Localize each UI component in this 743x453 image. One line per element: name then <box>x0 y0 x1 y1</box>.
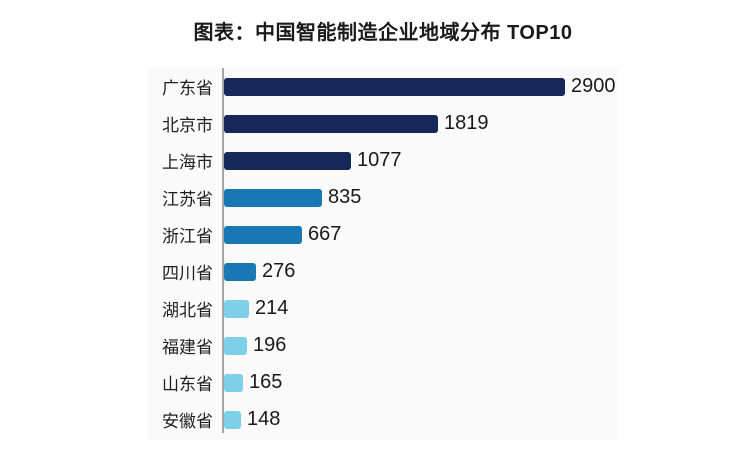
bar-track: 214 <box>224 297 618 320</box>
bar <box>224 336 247 355</box>
bar-track: 1077 <box>224 149 618 172</box>
bar-rows-container: 广东省 2900 北京市 1819 上海市 1077 江苏省 835 浙江省 667 四川省 276 湖… <box>148 68 618 438</box>
bar-row: 湖北省 214 <box>148 290 618 327</box>
bar-row: 福建省 196 <box>148 327 618 364</box>
bar-track: 196 <box>224 334 618 357</box>
bar-row: 北京市 1819 <box>148 105 618 142</box>
category-label: 广东省 <box>162 79 213 98</box>
bar-row: 广东省 2900 <box>148 68 618 105</box>
bar <box>224 225 302 244</box>
bar-track: 667 <box>224 223 618 246</box>
category-axis-line <box>222 68 224 433</box>
category-label: 江苏省 <box>162 190 213 209</box>
category-label: 上海市 <box>162 153 213 172</box>
value-label: 835 <box>328 186 362 208</box>
bar-track: 1819 <box>224 112 618 135</box>
value-label: 214 <box>255 297 289 319</box>
bar-row: 四川省 276 <box>148 253 618 290</box>
chart-plot-area: 广东省 2900 北京市 1819 上海市 1077 江苏省 835 浙江省 667 四川省 276 湖… <box>148 68 618 440</box>
value-label: 1819 <box>444 112 489 134</box>
bar <box>224 299 249 318</box>
bar-row: 浙江省 667 <box>148 216 618 253</box>
value-label: 148 <box>247 408 281 430</box>
value-label: 1077 <box>357 149 402 171</box>
bar <box>224 77 565 96</box>
category-label: 山东省 <box>162 375 213 394</box>
bar <box>224 188 322 207</box>
value-label: 2900 <box>571 75 616 97</box>
bar <box>224 151 351 170</box>
chart-title: 图表：中国智能制造企业地域分布 TOP10 <box>193 22 573 44</box>
value-label: 276 <box>262 260 296 282</box>
value-label: 165 <box>249 371 283 393</box>
category-label: 安徽省 <box>162 412 213 431</box>
bar-track: 835 <box>224 186 618 209</box>
bar-row: 江苏省 835 <box>148 179 618 216</box>
category-label: 浙江省 <box>162 227 213 246</box>
bar-track: 276 <box>224 260 618 283</box>
bar <box>224 373 243 392</box>
bar <box>224 114 438 133</box>
bar <box>224 262 256 281</box>
bar-row: 上海市 1077 <box>148 142 618 179</box>
bar-track: 148 <box>224 408 618 431</box>
bar <box>224 410 241 429</box>
bar-row: 安徽省 148 <box>148 401 618 438</box>
bar-track: 2900 <box>224 75 618 98</box>
category-label: 北京市 <box>162 116 213 135</box>
value-label: 196 <box>253 334 287 356</box>
category-label: 福建省 <box>162 338 213 357</box>
bar-row: 山东省 165 <box>148 364 618 401</box>
bar-track: 165 <box>224 371 618 394</box>
value-label: 667 <box>308 223 342 245</box>
category-label: 四川省 <box>162 264 213 283</box>
category-label: 湖北省 <box>162 301 213 320</box>
